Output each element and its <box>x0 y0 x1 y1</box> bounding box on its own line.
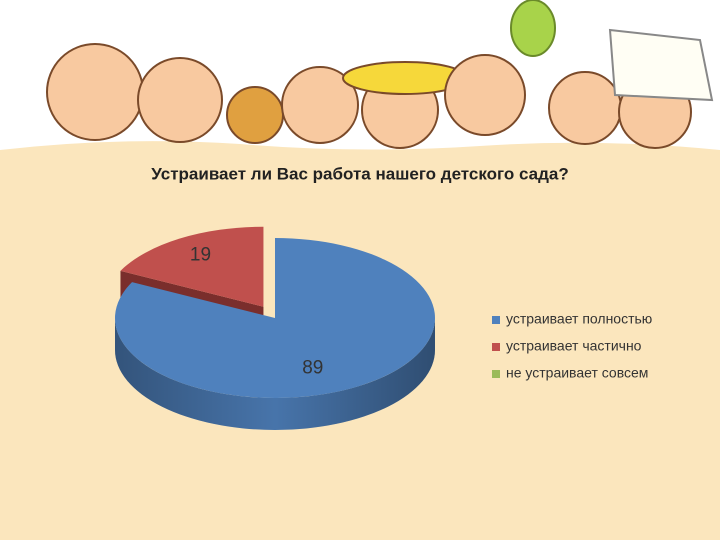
legend-label: устраивает частично <box>506 338 642 354</box>
legend-swatch <box>492 370 500 378</box>
data-label: 19 <box>190 245 211 266</box>
slice-side-shade <box>115 318 435 430</box>
legend-label: не устраивает совсем <box>506 365 648 381</box>
slice <box>114 238 435 398</box>
legend-label: устраивает полностью <box>506 311 652 327</box>
kids-illustration <box>46 0 714 149</box>
legend-swatch <box>492 343 500 351</box>
chart-title: Устраивает ли Вас работа нашего детского… <box>151 164 569 183</box>
slice <box>120 226 264 307</box>
data-label: 89 <box>302 358 323 379</box>
pie-chart: 89 19 <box>114 226 435 430</box>
legend: устраивает полностью устраивает частично н… <box>492 311 652 381</box>
legend-swatch <box>492 316 500 324</box>
